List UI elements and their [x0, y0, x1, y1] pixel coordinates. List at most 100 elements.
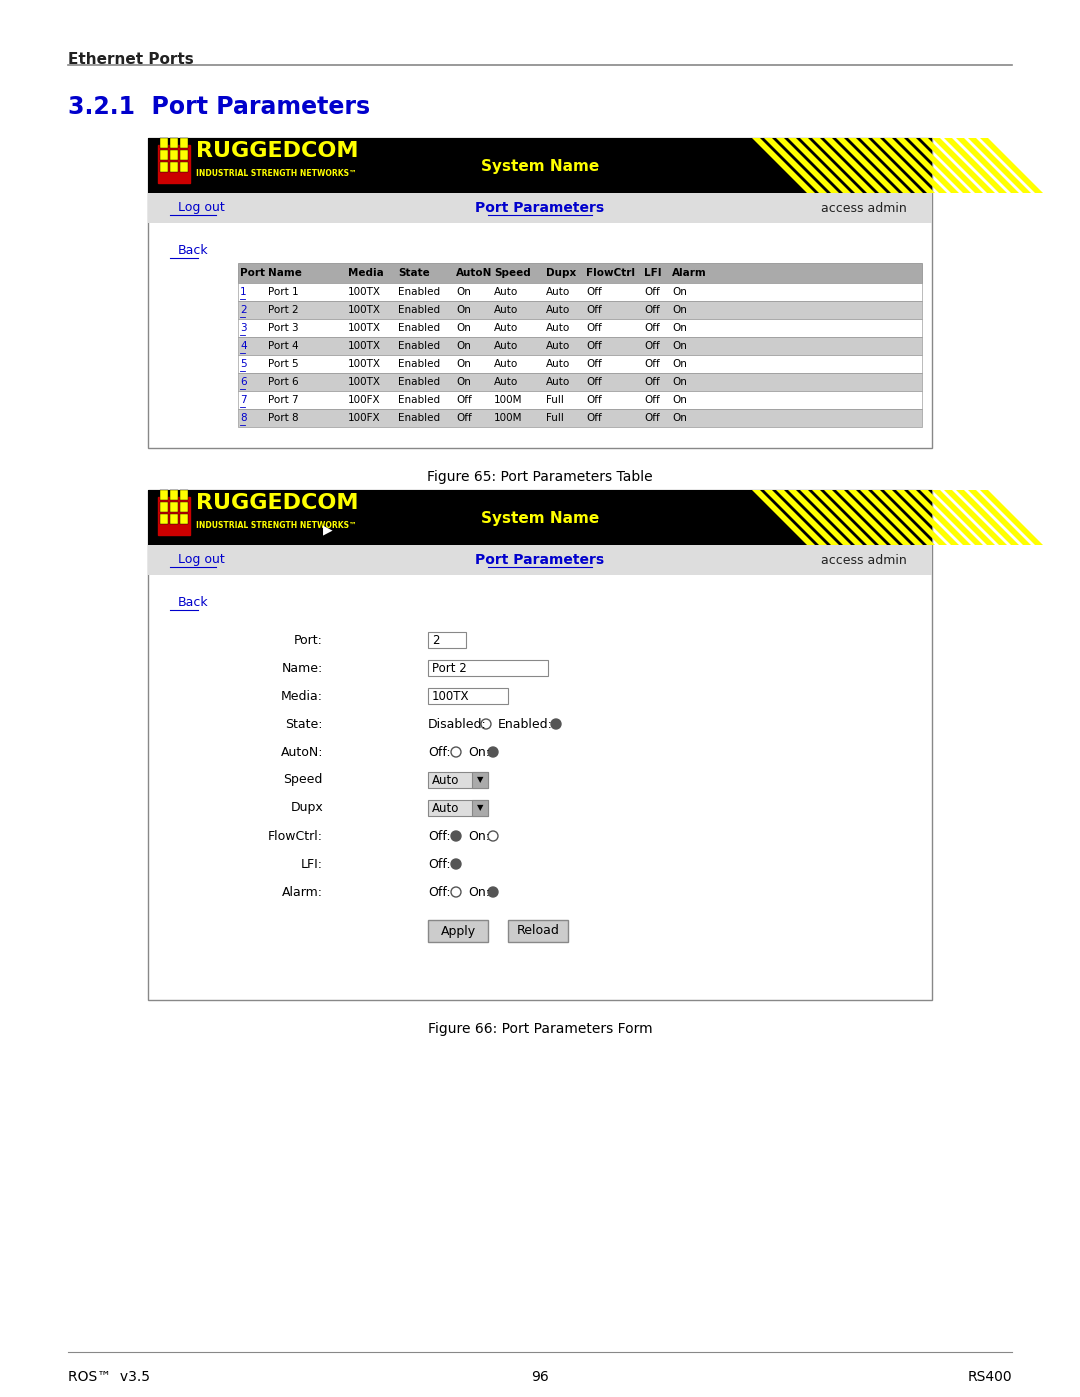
Text: Port 4: Port 4 — [268, 341, 299, 351]
Text: System Name: System Name — [481, 158, 599, 173]
Bar — [238, 373, 922, 391]
Bar — [428, 659, 548, 676]
Text: State: State — [399, 268, 430, 278]
Bar — [160, 138, 168, 148]
Bar — [428, 687, 508, 704]
Text: ▼: ▼ — [476, 803, 483, 813]
Text: Enabled: Enabled — [399, 414, 441, 423]
Text: Off:: Off: — [428, 886, 450, 898]
Text: Apply: Apply — [441, 925, 475, 937]
Polygon shape — [944, 490, 1007, 545]
Bar — [160, 502, 168, 511]
Polygon shape — [932, 138, 995, 193]
Text: Alarm: Alarm — [672, 268, 706, 278]
Text: 1: 1 — [240, 286, 246, 298]
Bar — [170, 514, 178, 524]
Polygon shape — [896, 490, 959, 545]
Polygon shape — [752, 138, 815, 193]
Text: Port 2: Port 2 — [432, 662, 467, 675]
Polygon shape — [968, 490, 1031, 545]
Text: Log out: Log out — [178, 553, 225, 567]
Text: ▼: ▼ — [476, 775, 483, 785]
Text: Auto: Auto — [494, 305, 518, 314]
Text: Auto: Auto — [546, 286, 570, 298]
Bar — [180, 514, 188, 524]
Text: Off: Off — [644, 359, 660, 369]
Text: Port 5: Port 5 — [268, 359, 299, 369]
Text: Port: Port — [240, 268, 265, 278]
Text: Off: Off — [456, 395, 472, 405]
Text: Port 2: Port 2 — [268, 305, 299, 314]
Text: 2: 2 — [240, 305, 246, 314]
Polygon shape — [885, 490, 947, 545]
Text: Port Parameters: Port Parameters — [475, 553, 605, 567]
Polygon shape — [920, 490, 983, 545]
Text: Figure 65: Port Parameters Table: Figure 65: Port Parameters Table — [428, 469, 652, 483]
Text: Log out: Log out — [178, 201, 225, 215]
Text: On: On — [672, 414, 687, 423]
Text: Off:: Off: — [428, 746, 450, 759]
Text: Disabled:: Disabled: — [428, 718, 487, 731]
Bar — [160, 514, 168, 524]
Polygon shape — [836, 138, 899, 193]
Polygon shape — [824, 490, 887, 545]
Text: On: On — [672, 395, 687, 405]
Text: Off: Off — [586, 341, 602, 351]
Polygon shape — [872, 490, 935, 545]
Text: AutoN: AutoN — [456, 268, 492, 278]
Polygon shape — [848, 138, 912, 193]
Text: Auto: Auto — [432, 774, 459, 787]
Text: On: On — [456, 323, 471, 332]
Text: 100TX: 100TX — [348, 305, 381, 314]
Text: Off:: Off: — [428, 830, 450, 842]
Bar — [472, 773, 488, 788]
Text: 7: 7 — [240, 395, 246, 405]
Text: 100TX: 100TX — [348, 341, 381, 351]
Text: access admin: access admin — [821, 553, 907, 567]
Text: RUGGEDCOM: RUGGEDCOM — [195, 141, 359, 161]
Bar — [472, 800, 488, 816]
Text: Reload: Reload — [516, 925, 559, 937]
Text: Off: Off — [644, 286, 660, 298]
Text: On: On — [456, 341, 471, 351]
Text: Port 7: Port 7 — [268, 395, 299, 405]
Text: Enabled: Enabled — [399, 395, 441, 405]
Polygon shape — [908, 490, 971, 545]
Text: Alarm:: Alarm: — [282, 886, 323, 898]
Polygon shape — [896, 138, 959, 193]
Text: RUGGEDCOM: RUGGEDCOM — [195, 493, 359, 513]
Polygon shape — [812, 138, 875, 193]
Text: Ethernet Ports: Ethernet Ports — [68, 52, 193, 67]
Text: On: On — [672, 377, 687, 387]
Text: Port 8: Port 8 — [268, 414, 299, 423]
Bar — [148, 138, 932, 448]
Text: FlowCtrl: FlowCtrl — [586, 268, 635, 278]
Bar — [428, 800, 488, 816]
Circle shape — [551, 719, 561, 729]
Polygon shape — [800, 138, 863, 193]
Text: Off: Off — [644, 377, 660, 387]
Bar — [238, 284, 922, 300]
Text: System Name: System Name — [481, 510, 599, 525]
Polygon shape — [777, 490, 839, 545]
Text: Enabled:: Enabled: — [498, 718, 553, 731]
Polygon shape — [968, 138, 1031, 193]
Text: Off: Off — [456, 414, 472, 423]
Text: Auto: Auto — [546, 341, 570, 351]
Polygon shape — [824, 138, 887, 193]
Text: Off: Off — [644, 341, 660, 351]
Bar — [180, 138, 188, 148]
Polygon shape — [752, 490, 815, 545]
Text: Enabled: Enabled — [399, 323, 441, 332]
Bar — [428, 921, 488, 942]
Text: Off: Off — [644, 395, 660, 405]
Polygon shape — [764, 138, 827, 193]
Text: Enabled: Enabled — [399, 305, 441, 314]
Text: 3: 3 — [240, 323, 246, 332]
Text: 100FX: 100FX — [348, 414, 380, 423]
Text: Port 1: Port 1 — [268, 286, 299, 298]
Bar — [148, 193, 932, 224]
Text: Speed: Speed — [284, 774, 323, 787]
Text: Auto: Auto — [546, 305, 570, 314]
Bar — [170, 149, 178, 161]
